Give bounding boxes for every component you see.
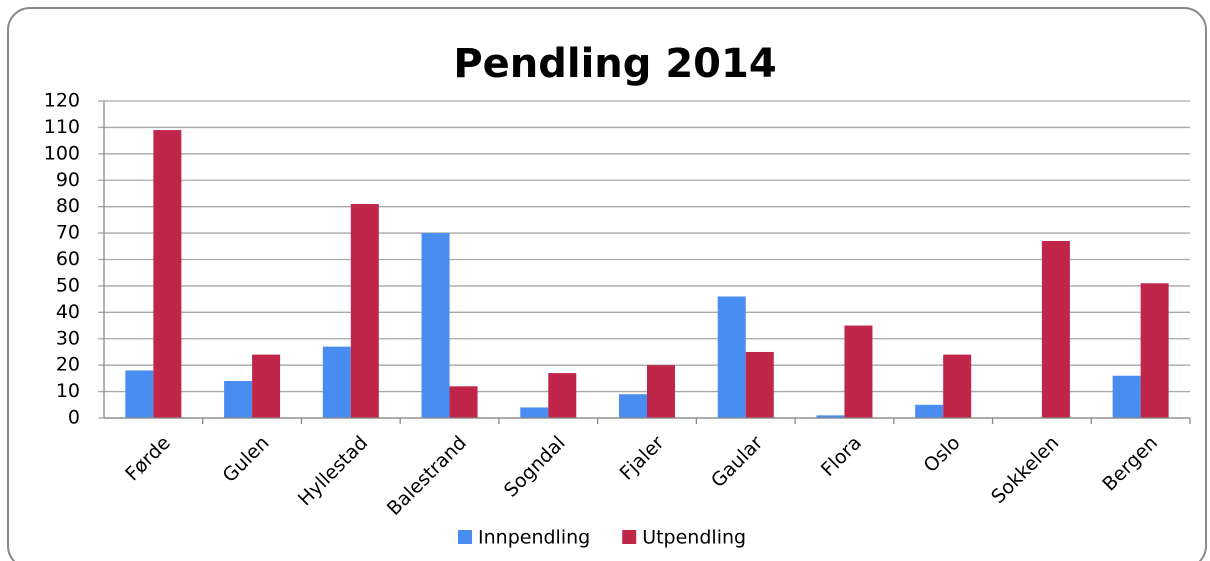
legend-swatch bbox=[622, 530, 637, 544]
y-tick-label: 0 bbox=[68, 407, 80, 429]
bar bbox=[1140, 283, 1169, 418]
bar bbox=[717, 296, 746, 418]
bar bbox=[224, 381, 253, 418]
bar bbox=[252, 354, 281, 418]
chart-title: Pendling 2014 bbox=[453, 41, 776, 87]
bar bbox=[1112, 375, 1141, 418]
y-tick-label: 90 bbox=[56, 169, 80, 191]
legend-label: Utpendling bbox=[642, 527, 746, 549]
y-tick-label: 20 bbox=[56, 354, 80, 376]
bar bbox=[153, 130, 182, 418]
bar bbox=[520, 407, 549, 418]
bar bbox=[322, 346, 351, 418]
bar bbox=[915, 404, 944, 418]
y-tick-label: 60 bbox=[56, 248, 80, 270]
y-tick-label: 10 bbox=[56, 380, 80, 402]
y-tick-label: 120 bbox=[44, 90, 80, 112]
bar bbox=[745, 351, 774, 418]
bar bbox=[619, 394, 647, 418]
bar bbox=[449, 386, 478, 418]
bar bbox=[647, 365, 675, 418]
bar bbox=[125, 370, 154, 418]
y-tick-label: 50 bbox=[56, 274, 80, 296]
y-tick-label: 100 bbox=[44, 142, 80, 164]
legend-swatch bbox=[458, 530, 472, 544]
bar bbox=[844, 325, 873, 418]
bar bbox=[816, 415, 845, 418]
bar bbox=[350, 204, 379, 418]
y-tick-label: 110 bbox=[44, 116, 80, 138]
bar bbox=[943, 354, 972, 418]
legend-label: Innpendling bbox=[478, 527, 590, 549]
y-tick-label: 70 bbox=[56, 222, 80, 244]
y-tick-label: 30 bbox=[56, 327, 80, 349]
y-tick-label: 80 bbox=[56, 195, 80, 217]
y-tick-label: 40 bbox=[56, 301, 80, 323]
bar bbox=[421, 233, 450, 418]
chart-frame bbox=[7, 7, 1207, 561]
bar bbox=[548, 373, 577, 418]
bar bbox=[1041, 241, 1070, 418]
